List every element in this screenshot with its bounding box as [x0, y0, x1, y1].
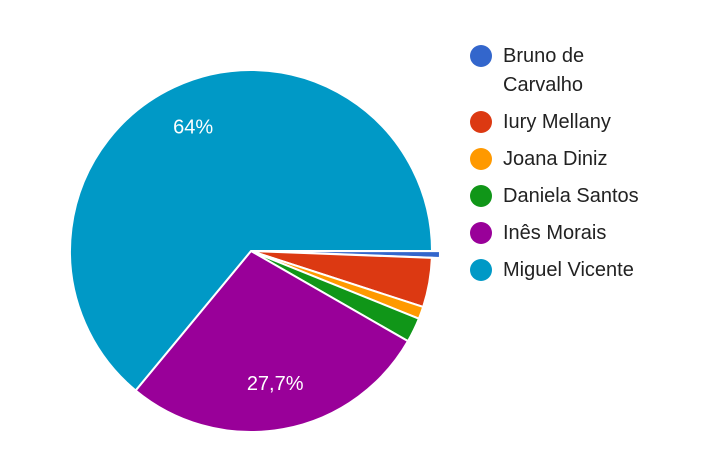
legend-swatch — [470, 259, 492, 281]
legend-item: Iury Mellany — [470, 108, 670, 137]
legend-item: Daniela Santos — [470, 182, 670, 211]
legend-label: Iury Mellany — [503, 111, 611, 133]
legend-label: Daniela Santos — [503, 185, 639, 207]
legend-label: Miguel Vicente — [503, 259, 634, 281]
legend-label: Bruno de Carvalho — [503, 45, 585, 96]
legend-swatch — [470, 185, 492, 207]
slice-label: 64% — [173, 116, 213, 138]
legend-label: Joana Diniz — [503, 148, 608, 170]
legend-item: Miguel Vicente — [470, 256, 670, 285]
legend-swatch — [470, 222, 492, 244]
legend-label: Inês Morais — [503, 222, 607, 244]
legend-item: Joana Diniz — [470, 145, 670, 174]
legend-item: Bruno de Carvalho — [470, 42, 670, 100]
legend: Bruno de Carvalho Iury Mellany Joana Diniz… — [470, 42, 670, 285]
legend-swatch — [470, 148, 492, 170]
legend-swatch — [470, 111, 492, 133]
slice — [134, 249, 410, 433]
legend-item: Inês Morais — [470, 219, 670, 248]
slice-label: 27,7% — [247, 373, 304, 395]
legend-swatch — [470, 45, 492, 67]
slice — [69, 69, 434, 392]
